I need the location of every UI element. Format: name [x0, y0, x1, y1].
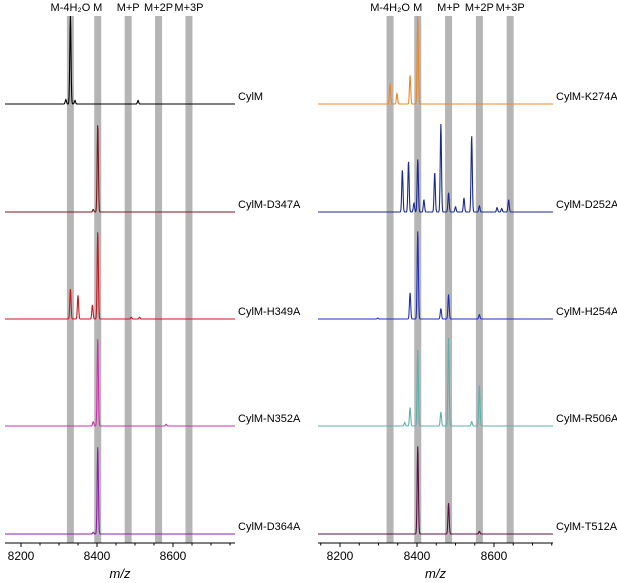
marker-band-0	[66, 16, 74, 543]
marker-label-2: M+P	[117, 2, 140, 14]
trace-label-cylm: CylM	[238, 91, 263, 103]
marker-label-1: M	[93, 2, 102, 14]
marker-band-3	[475, 16, 483, 543]
marker-band-4	[185, 16, 193, 543]
trace-cylm	[5, 16, 235, 105]
trace-label-cylm-h254a: CylM-H254A	[556, 306, 617, 318]
trace-label-cylm-t512a: CylM-T512A	[556, 521, 617, 533]
marker-band-0	[386, 16, 394, 543]
x-tick-label-1: 8400	[404, 549, 431, 563]
x-tick-label-2: 8600	[160, 549, 187, 563]
trace-cylm-r506a	[318, 338, 553, 427]
trace-cylm-d364a	[5, 447, 235, 535]
trace-label-cylm-n352a: CylM-N352A	[238, 413, 301, 425]
panel-right: M-4H₂O M M+P M+2P M+3P CylM-K274A CylM-D252A Cy…	[318, 2, 617, 581]
marker-label-2: M+P	[437, 2, 460, 14]
trace-label-cylm-h349a: CylM-H349A	[238, 306, 301, 318]
trace-label-cylm-d252a: CylM-D252A	[556, 199, 617, 211]
trace-label-cylm-k274a: CylM-K274A	[556, 91, 617, 103]
marker-band-2	[445, 16, 453, 543]
marker-band-1	[94, 16, 102, 543]
x-tick-label-0: 8200	[8, 549, 35, 563]
marker-label-0: M-4H₂O	[51, 2, 91, 14]
x-tick-label-0: 8200	[327, 549, 354, 563]
x-tick-label-2: 8600	[481, 549, 508, 563]
x-axis-title-right: m/z	[425, 566, 446, 581]
trace-cylm-h254a	[318, 231, 553, 320]
trace-cylm-t512a	[318, 446, 553, 535]
panel-left: M-4H₂O M M+P M+2P M+3P CylM CylM-D347A CylM-H34…	[5, 2, 301, 581]
x-tick-label-1: 8400	[84, 549, 111, 563]
trace-cylm-h349a	[5, 232, 235, 320]
marker-band-3	[155, 16, 163, 543]
marker-label-4: M+3P	[496, 2, 525, 14]
marker-label-0: M-4H₂O	[370, 2, 410, 14]
marker-label-1: M	[413, 2, 422, 14]
trace-cylm-n352a	[5, 339, 235, 427]
x-axis-title-left: m/z	[110, 566, 131, 581]
trace-label-cylm-d364a: CylM-D364A	[238, 521, 301, 533]
marker-band-2	[124, 16, 132, 543]
marker-label-3: M+2P	[144, 2, 173, 14]
marker-band-1	[414, 16, 422, 543]
marker-label-4: M+3P	[174, 2, 203, 14]
trace-label-cylm-d347a: CylM-D347A	[238, 199, 301, 211]
trace-cylm-k274a	[318, 16, 553, 105]
trace-cylm-d252a	[318, 123, 553, 213]
marker-label-3: M+2P	[465, 2, 494, 14]
trace-cylm-d347a	[5, 125, 235, 213]
marker-band-4	[506, 16, 514, 543]
trace-label-cylm-r506a: CylM-R506A	[556, 413, 617, 425]
